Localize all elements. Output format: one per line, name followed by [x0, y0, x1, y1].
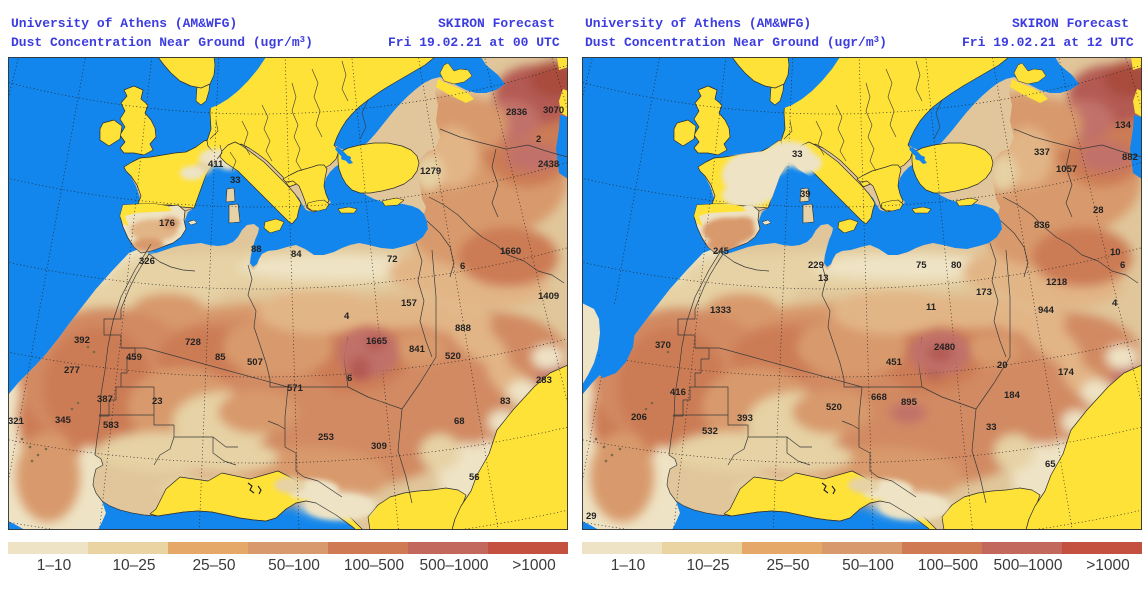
svg-text:283: 283	[536, 375, 552, 386]
svg-text:532: 532	[702, 426, 718, 437]
svg-text:500–1000: 500–1000	[994, 557, 1063, 574]
svg-text:10–25: 10–25	[686, 557, 729, 574]
svg-text:85: 85	[215, 352, 226, 363]
svg-text:50–100: 50–100	[842, 557, 894, 574]
svg-text:75: 75	[916, 260, 927, 271]
svg-text:25–50: 25–50	[766, 557, 809, 574]
svg-text:944: 944	[1038, 305, 1055, 316]
svg-text:326: 326	[139, 256, 155, 267]
svg-text:451: 451	[886, 357, 903, 368]
svg-text:1409: 1409	[538, 291, 559, 302]
svg-text:6: 6	[460, 261, 465, 272]
svg-text:23: 23	[152, 396, 163, 407]
svg-text:253: 253	[318, 432, 334, 443]
svg-text:10: 10	[1110, 247, 1121, 258]
svg-text:1333: 1333	[710, 305, 731, 316]
svg-text:1057: 1057	[1056, 164, 1077, 175]
svg-text:6: 6	[347, 373, 352, 384]
svg-text:28: 28	[1093, 205, 1104, 216]
svg-text:1–10: 1–10	[37, 557, 72, 574]
svg-text:728: 728	[185, 337, 201, 348]
svg-text:393: 393	[737, 413, 753, 424]
svg-text:583: 583	[103, 420, 119, 431]
svg-text:668: 668	[871, 392, 887, 403]
svg-text:83: 83	[500, 396, 511, 407]
svg-text:176: 176	[159, 218, 175, 229]
svg-text:6: 6	[1120, 260, 1125, 271]
svg-text:500–1000: 500–1000	[420, 557, 489, 574]
svg-text:836: 836	[1034, 220, 1050, 231]
svg-text:56: 56	[469, 472, 480, 483]
svg-text:1665: 1665	[366, 336, 388, 347]
svg-text:39: 39	[800, 189, 811, 200]
svg-text:4: 4	[344, 311, 350, 322]
svg-text:571: 571	[287, 383, 304, 394]
svg-text:882: 882	[1122, 152, 1138, 163]
svg-text:895: 895	[901, 397, 918, 408]
svg-text:50–100: 50–100	[268, 557, 320, 574]
svg-text:507: 507	[247, 357, 263, 368]
svg-text:173: 173	[976, 287, 992, 298]
svg-text:1660: 1660	[500, 246, 521, 257]
svg-text:134: 134	[1115, 120, 1132, 131]
svg-text:100–500: 100–500	[918, 557, 979, 574]
svg-text:520: 520	[826, 402, 842, 413]
svg-text:841: 841	[409, 344, 426, 355]
svg-text:2: 2	[536, 134, 541, 145]
svg-text:33: 33	[230, 175, 241, 186]
svg-text:321: 321	[8, 416, 25, 427]
svg-text:337: 337	[1034, 147, 1050, 158]
svg-text:2480: 2480	[934, 342, 955, 353]
svg-text:1279: 1279	[420, 166, 441, 177]
svg-text:184: 184	[1004, 390, 1021, 401]
svg-text:206: 206	[631, 412, 647, 423]
svg-text:416: 416	[670, 387, 686, 398]
svg-text:392: 392	[74, 335, 90, 346]
svg-text:>1000: >1000	[512, 557, 556, 574]
svg-text:1218: 1218	[1046, 277, 1067, 288]
svg-text:20: 20	[997, 360, 1008, 371]
svg-text:520: 520	[445, 351, 461, 362]
svg-text:13: 13	[818, 273, 829, 284]
svg-text:33: 33	[986, 422, 997, 433]
svg-text:84: 84	[291, 249, 302, 260]
svg-text:309: 309	[371, 441, 387, 452]
svg-text:4: 4	[1112, 298, 1118, 309]
svg-text:88: 88	[251, 244, 262, 255]
svg-text:411: 411	[208, 159, 224, 170]
svg-text:3070: 3070	[543, 105, 564, 116]
svg-text:>1000: >1000	[1086, 557, 1130, 574]
svg-text:65: 65	[1045, 459, 1056, 470]
svg-text:387: 387	[97, 394, 113, 405]
svg-text:25–50: 25–50	[192, 557, 235, 574]
svg-text:2438: 2438	[538, 159, 559, 170]
svg-text:157: 157	[401, 298, 417, 309]
svg-text:68: 68	[454, 416, 465, 427]
svg-text:1–10: 1–10	[611, 557, 646, 574]
svg-text:29: 29	[586, 511, 597, 522]
svg-text:2836: 2836	[506, 107, 527, 118]
svg-text:245: 245	[713, 246, 730, 257]
svg-text:277: 277	[64, 365, 80, 376]
svg-text:72: 72	[387, 254, 398, 265]
svg-text:345: 345	[55, 415, 72, 426]
svg-text:888: 888	[455, 323, 471, 334]
svg-text:10–25: 10–25	[112, 557, 155, 574]
svg-text:370: 370	[655, 340, 671, 351]
svg-text:100–500: 100–500	[344, 557, 405, 574]
svg-text:174: 174	[1058, 367, 1075, 378]
svg-text:80: 80	[951, 260, 962, 271]
svg-text:459: 459	[126, 352, 142, 363]
svg-text:229: 229	[808, 260, 824, 271]
svg-text:11: 11	[926, 302, 937, 313]
svg-text:33: 33	[792, 149, 803, 160]
